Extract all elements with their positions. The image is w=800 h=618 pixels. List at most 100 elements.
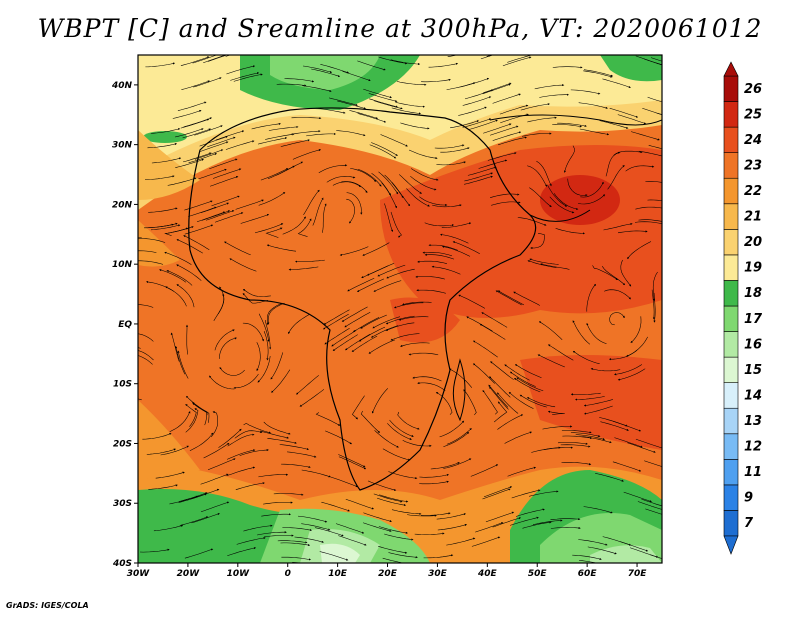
- streamline: [174, 128, 204, 138]
- streamline: [180, 118, 210, 129]
- streamline: [215, 130, 245, 141]
- colorbar-label: 15: [744, 363, 762, 378]
- streamline: [480, 55, 494, 60]
- streamline: [286, 451, 317, 458]
- streamline: [273, 493, 304, 496]
- streamline: [194, 125, 223, 136]
- streamline: [181, 80, 210, 90]
- streamline: [301, 523, 331, 531]
- streamline: [537, 354, 565, 368]
- streamline: [384, 174, 404, 199]
- streamline: [397, 411, 420, 430]
- streamline: [256, 342, 261, 372]
- streamline: [138, 350, 154, 361]
- colorbar-label: 14: [744, 388, 762, 403]
- streamline: [595, 473, 624, 482]
- streamline: [185, 408, 199, 433]
- streamline: [513, 291, 540, 306]
- streamline: [583, 506, 613, 514]
- streamline: [207, 458, 236, 471]
- field-region: [138, 400, 200, 480]
- streamline: [332, 334, 358, 352]
- streamline: [434, 144, 465, 149]
- streamline: [341, 306, 368, 322]
- streamline: [257, 531, 287, 536]
- streamline: [210, 411, 218, 438]
- streamline: [570, 89, 601, 95]
- lon-label: 70E: [628, 569, 648, 579]
- streamline: [281, 556, 312, 561]
- streamline: [526, 397, 556, 408]
- streamline: [386, 268, 415, 279]
- streamline: [320, 64, 350, 74]
- streamline: [210, 176, 239, 187]
- streamline: [609, 312, 625, 326]
- lon-label: 10E: [328, 569, 348, 579]
- colorbar-segment: [723, 152, 739, 179]
- longitude-axis: 30W 20W 10W 0 10E 20E 30E 40E 50E 60E 70E: [127, 563, 647, 579]
- streamline: [183, 152, 212, 163]
- streamline: [332, 181, 362, 187]
- streamline: [644, 460, 662, 467]
- streamline: [200, 473, 229, 485]
- colorbar-segment: [723, 407, 739, 435]
- streamline: [164, 251, 192, 265]
- streamline: [627, 241, 652, 260]
- streamline: [570, 432, 601, 438]
- colorbar-segment: [723, 177, 739, 205]
- colorbar-segment: [723, 280, 739, 307]
- streamline: [209, 158, 238, 169]
- colorbar-label: 25: [744, 107, 762, 122]
- streamline: [466, 316, 493, 332]
- streamline: [351, 335, 378, 352]
- streamline: [553, 193, 579, 210]
- streamline: [599, 417, 628, 427]
- streamline: [203, 55, 227, 63]
- streamline: [652, 271, 658, 301]
- streamline: [638, 150, 662, 157]
- streamline: [155, 471, 185, 479]
- streamline: [416, 289, 446, 294]
- streamline: [522, 521, 552, 529]
- colorbar-segment: [723, 203, 739, 230]
- streamline: [243, 524, 273, 532]
- streamline: [582, 436, 612, 444]
- streamline: [419, 196, 448, 207]
- streamline: [509, 371, 536, 387]
- colorbar-label: 7: [744, 516, 754, 531]
- streamline: [443, 458, 472, 469]
- streamline: [138, 250, 157, 253]
- streamline: [424, 222, 455, 227]
- streamline: [653, 292, 656, 323]
- streamline: [440, 233, 469, 244]
- streamline: [311, 68, 341, 78]
- streamline: [138, 238, 166, 243]
- streamline: [206, 210, 235, 221]
- streamline: [230, 72, 260, 81]
- streamline: [536, 160, 552, 187]
- streamline: [302, 65, 333, 73]
- streamline: [411, 168, 439, 181]
- lon-label: 10W: [227, 569, 251, 579]
- streamline: [352, 395, 365, 420]
- streamline: [483, 486, 513, 497]
- streamline: [226, 65, 256, 75]
- grads-credit: GrADS: IGES/COLA: [6, 601, 89, 610]
- streamline: [400, 122, 430, 130]
- colorbar-segment: [723, 229, 739, 256]
- streamline: [147, 142, 178, 149]
- streamline: [186, 395, 208, 416]
- streamline: [623, 491, 652, 503]
- streamline: [390, 333, 420, 341]
- streamline: [539, 93, 569, 98]
- streamline: [192, 402, 207, 426]
- streamline: [369, 144, 397, 159]
- colorbar-label: 13: [744, 414, 762, 429]
- streamline: [176, 239, 204, 254]
- streamline: [296, 375, 319, 395]
- streamline: [243, 422, 272, 434]
- streamline: [391, 107, 422, 115]
- streamline: [583, 399, 614, 407]
- streamline: [233, 73, 263, 82]
